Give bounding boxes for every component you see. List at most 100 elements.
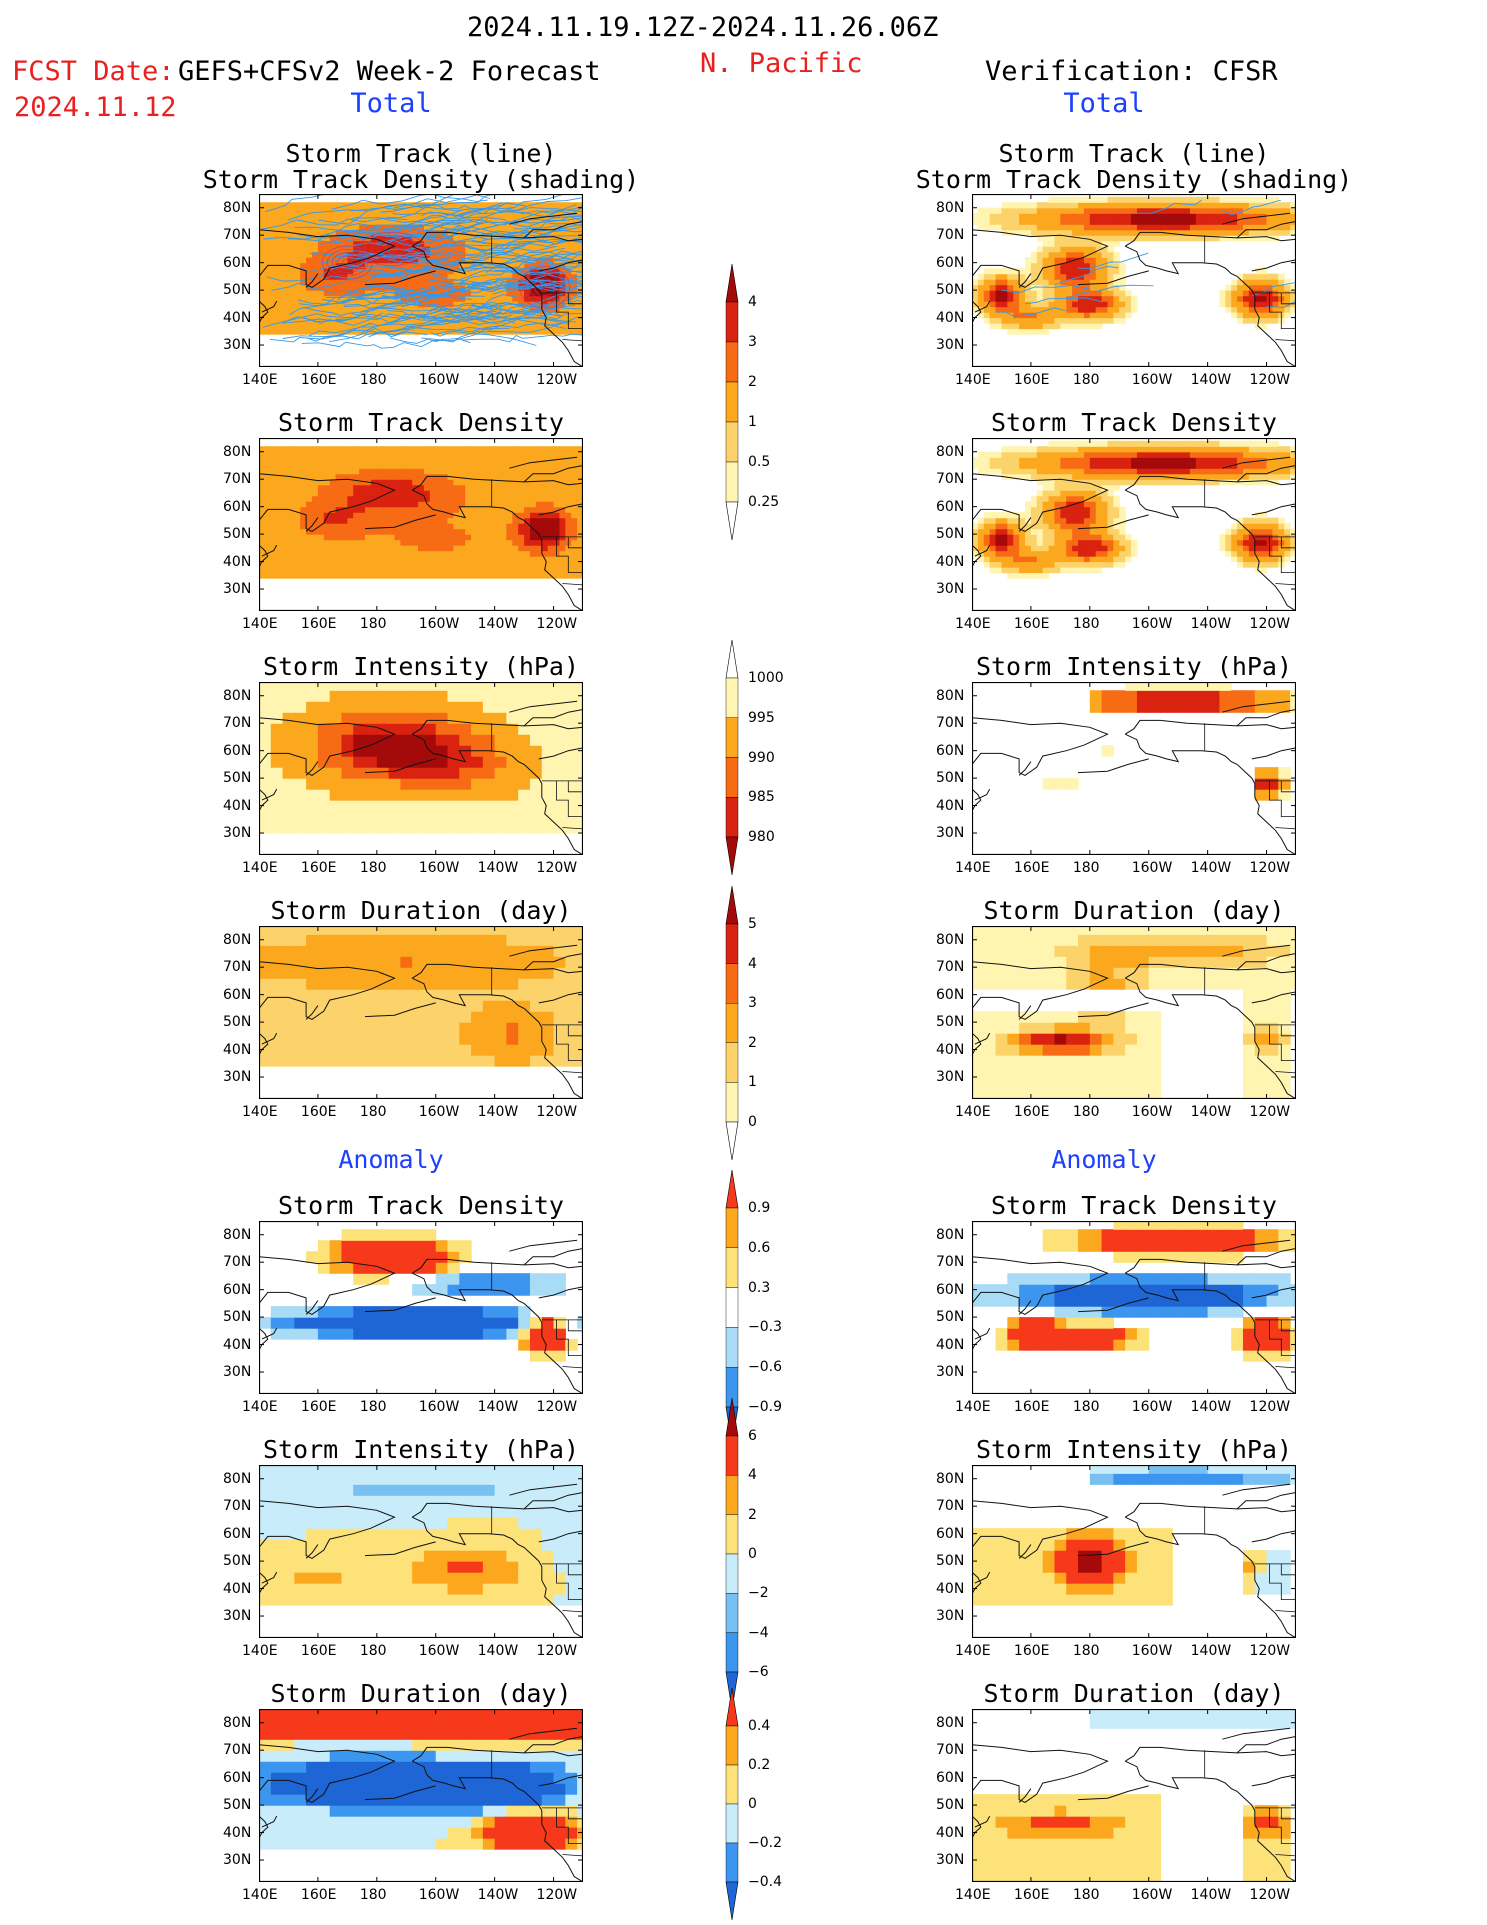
lat-tick-label: 70N (223, 1498, 252, 1515)
lat-tick-label: 30N (223, 337, 252, 354)
lon-tick-label: 160E (1013, 1399, 1050, 1415)
fcst-model: GEFS+CFSv2 Week-2 Forecast (178, 56, 601, 87)
lat-tick-label: 60N (936, 742, 965, 759)
forecast-density-tracks-map (259, 194, 583, 367)
lon-tick-label: 180 (359, 1643, 387, 1659)
verification-duration-title: Storm Duration (day) (983, 896, 1285, 925)
lon-tick-label: 140W (477, 372, 519, 388)
lat-tick-label: 70N (936, 471, 965, 488)
density-colorbar (725, 264, 739, 540)
lon-tick-label: 180 (359, 1399, 387, 1415)
lon-tick-label: 140E (955, 1887, 991, 1903)
colorbar-tick-label: 4 (748, 294, 757, 310)
verification-intensity-map (972, 682, 1296, 855)
lon-tick-label: 180 (1072, 1643, 1100, 1659)
lon-tick-label: 140E (955, 860, 991, 876)
lon-tick-label: 160E (300, 1399, 337, 1415)
lat-tick-label: 40N (223, 553, 252, 570)
forecast-duration-title: Storm Duration (day) (270, 896, 572, 925)
lon-tick-label: 160W (418, 616, 460, 632)
verification-density-tracks-coastlines (972, 212, 1296, 367)
forecast-duration-anom-coastlines (259, 1727, 583, 1882)
lon-tick-label: 140E (955, 1104, 991, 1120)
lat-tick-label: 70N (223, 471, 252, 488)
colorbar-tick-label: 1 (748, 414, 757, 430)
forecast-duration-shading (259, 926, 583, 1067)
lon-tick-label: 140E (955, 616, 991, 632)
lat-tick-label: 40N (936, 797, 965, 814)
lon-tick-label: 120W (536, 1104, 578, 1120)
colorbar-tick-label: 0.2 (748, 1757, 771, 1773)
lat-tick-label: 60N (223, 1769, 252, 1786)
lon-tick-label: 140E (242, 1399, 278, 1415)
colorbar-tick-label: 2 (748, 1034, 757, 1051)
right-anomaly-heading: Anomaly (1051, 1145, 1157, 1174)
lat-tick-label: 30N (223, 1608, 252, 1625)
colorbar-tick-label: −2 (748, 1585, 769, 1602)
lat-tick-label: 70N (223, 227, 252, 244)
colorbar-tick-label: −6 (748, 1664, 769, 1680)
lon-tick-label: 120W (1249, 1104, 1291, 1120)
lon-tick-label: 160W (418, 1643, 460, 1659)
lat-tick-label: 70N (936, 1498, 965, 1515)
lon-tick-label: 160E (300, 1104, 337, 1120)
lon-tick-label: 140W (477, 860, 519, 876)
lon-tick-label: 120W (536, 1887, 578, 1903)
forecast-intensity-anom-shading (259, 1465, 583, 1606)
lat-tick-label: 60N (223, 498, 252, 515)
colorbar-tick-label: −0.6 (748, 1359, 782, 1376)
forecast-density-anom-shading (259, 1229, 583, 1362)
colorbar-tick-label: 2 (748, 1506, 757, 1523)
forecast-intensity-anom-coastlines (259, 1483, 583, 1638)
lat-tick-label: 70N (936, 715, 965, 732)
verification-density-title: Storm Track Density (991, 408, 1277, 437)
lat-tick-label: 80N (936, 1226, 965, 1243)
lat-tick-label: 30N (223, 825, 252, 842)
lat-tick-label: 70N (223, 1254, 252, 1271)
intensity-anom-colorbar (725, 1398, 739, 1710)
verification-duration-anom-title: Storm Duration (day) (983, 1679, 1285, 1708)
verification-duration-shading (972, 926, 1296, 1099)
colorbar-tick-label: 0.25 (748, 494, 780, 510)
verification-density-anom-title: Storm Track Density (991, 1191, 1277, 1220)
fcst-date-label: FCST Date: (12, 56, 175, 87)
verification-density-anom-shading (972, 1221, 1296, 1362)
lat-tick-label: 40N (936, 1336, 965, 1353)
forecast-intensity-title: Storm Intensity (hPa) (262, 652, 580, 681)
verification-intensity-coastlines (972, 700, 1296, 855)
lon-tick-label: 160W (1131, 616, 1173, 632)
lat-tick-label: 40N (223, 797, 252, 814)
lat-tick-label: 40N (223, 1580, 252, 1597)
lon-tick-label: 160E (300, 372, 337, 388)
lon-tick-label: 180 (1072, 860, 1100, 876)
lat-tick-label: 50N (936, 526, 965, 543)
lat-tick-label: 80N (223, 1226, 252, 1243)
colorbar-tick-label: 1000 (748, 670, 784, 686)
lat-tick-label: 60N (936, 1525, 965, 1542)
lat-tick-label: 40N (936, 309, 965, 326)
verification-density-tracks-map (972, 194, 1296, 367)
lon-tick-label: 120W (536, 616, 578, 632)
forecast-density-tracks-coastlines (259, 212, 583, 367)
forecast-duration-coastlines (259, 944, 583, 1099)
lat-tick-label: 80N (936, 1470, 965, 1487)
verification-density-tracks-title: Storm Track (line) (998, 139, 1270, 168)
verification-duration-anom-map (972, 1709, 1296, 1882)
lat-tick-label: 80N (223, 931, 252, 948)
lon-tick-label: 140E (242, 860, 278, 876)
forecast-density-title: Storm Track Density (278, 408, 564, 437)
left-anomaly-heading: Anomaly (338, 1145, 444, 1174)
colorbar-tick-label: −0.3 (748, 1319, 782, 1336)
lon-tick-label: 120W (1249, 372, 1291, 388)
verification-intensity-title: Storm Intensity (hPa) (975, 652, 1293, 681)
colorbar-tick-label: −0.9 (748, 1399, 782, 1415)
lat-tick-label: 60N (223, 742, 252, 759)
lon-tick-label: 160W (418, 1887, 460, 1903)
lon-tick-label: 120W (536, 860, 578, 876)
lon-tick-label: 140E (242, 372, 278, 388)
forecast-intensity-map (259, 682, 583, 855)
lat-tick-label: 40N (223, 309, 252, 326)
verification-intensity-shading (1042, 682, 1296, 801)
lon-tick-label: 180 (359, 616, 387, 632)
lat-tick-label: 50N (936, 1014, 965, 1031)
